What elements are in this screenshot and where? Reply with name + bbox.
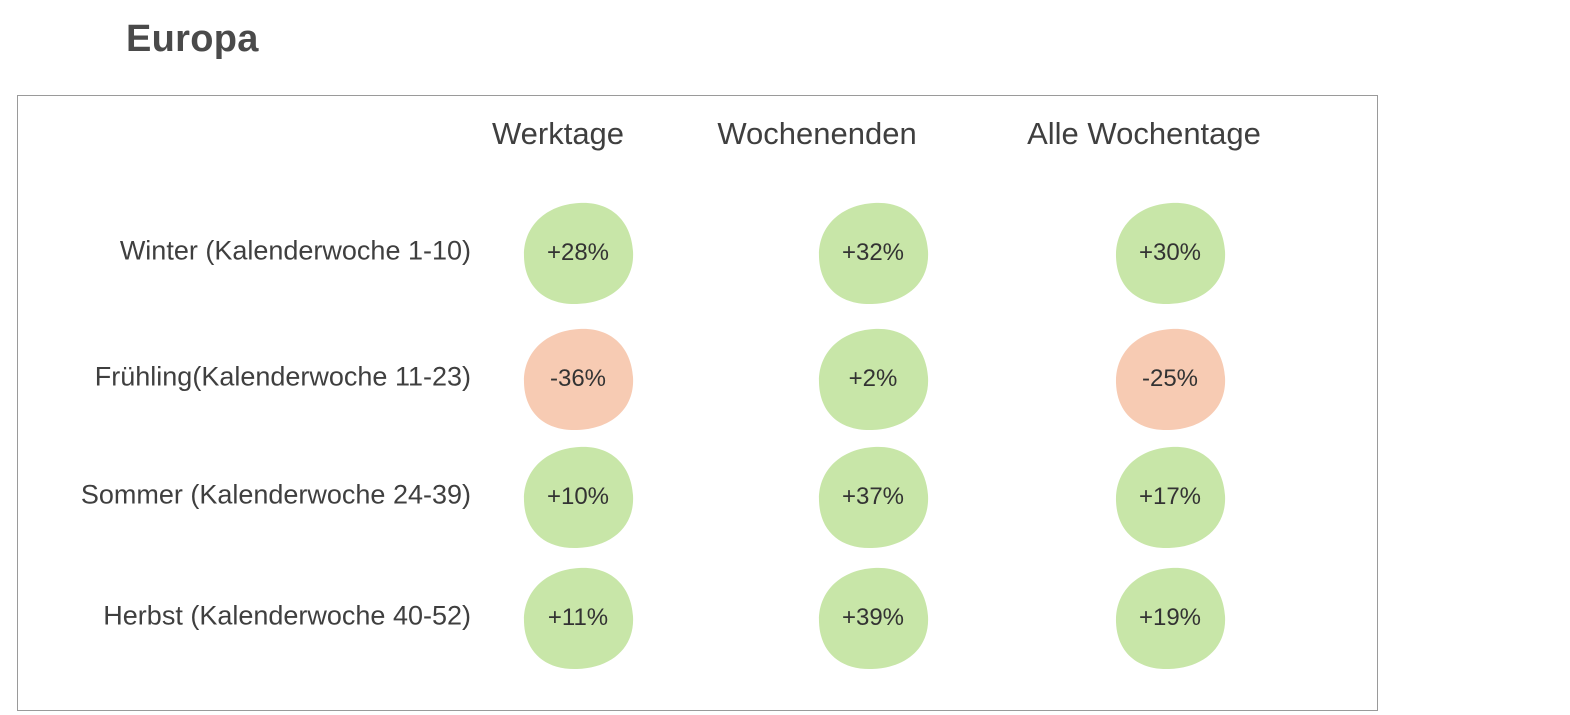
value-cell: +28%: [521, 199, 635, 307]
value-cell: +30%: [1113, 199, 1227, 307]
page-title: Europa: [126, 18, 259, 60]
blob-shape: [818, 328, 929, 431]
table-frame: [17, 95, 1378, 711]
value-blob: [523, 567, 634, 670]
value-blob: [818, 328, 929, 431]
value-label: -36%: [549, 365, 607, 392]
blob-shape: [523, 446, 634, 549]
value-cell: +19%: [1113, 564, 1227, 672]
value-label: +10%: [546, 483, 610, 510]
blob-shape: [1115, 446, 1226, 549]
value-label: -25%: [1141, 365, 1199, 392]
blob-shape: [523, 328, 634, 431]
value-blob: [1115, 446, 1226, 549]
value-label: +2%: [848, 365, 898, 392]
value-cell: -25%: [1113, 325, 1227, 433]
value-cell: +39%: [816, 564, 930, 672]
value-label: +39%: [841, 604, 905, 631]
value-blob: [1115, 328, 1226, 431]
row-label: Herbst (Kalenderwoche 40-52): [103, 600, 471, 631]
value-label: +32%: [841, 239, 905, 266]
value-label: +11%: [547, 604, 609, 631]
value-blob: [523, 446, 634, 549]
blob-shape: [523, 567, 634, 670]
row-label: Winter (Kalenderwoche 1-10): [119, 235, 471, 266]
blob-shape: [818, 567, 929, 670]
blob-shape: [1115, 567, 1226, 670]
value-cell: +17%: [1113, 443, 1227, 551]
value-blob: [1115, 202, 1226, 305]
blob-shape: [523, 202, 634, 305]
value-label: +30%: [1138, 239, 1202, 266]
value-blob: [1115, 567, 1226, 670]
column-header: Werktage: [491, 116, 625, 151]
row-label: Sommer (Kalenderwoche 24-39): [80, 479, 471, 510]
value-cell: +32%: [816, 199, 930, 307]
blob-shape: [818, 446, 929, 549]
value-label: +28%: [546, 239, 610, 266]
value-cell: +37%: [816, 443, 930, 551]
blob-shape: [818, 202, 929, 305]
column-header: Wochenenden: [717, 116, 917, 151]
value-cell: +11%: [521, 564, 635, 672]
value-blob: [818, 567, 929, 670]
value-label: +17%: [1138, 483, 1202, 510]
value-label: +19%: [1138, 604, 1202, 631]
value-blob: [818, 446, 929, 549]
blob-shape: [1115, 202, 1226, 305]
value-cell: -36%: [521, 325, 635, 433]
row-label: Frühling(Kalenderwoche 11-23): [94, 361, 471, 392]
value-cell: +10%: [521, 443, 635, 551]
column-header: Alle Wochentage: [1027, 116, 1261, 151]
value-blob: [523, 328, 634, 431]
value-cell: +2%: [816, 325, 930, 433]
value-label: +37%: [841, 483, 905, 510]
value-blob: [818, 202, 929, 305]
blob-shape: [1115, 328, 1226, 431]
value-blob: [523, 202, 634, 305]
